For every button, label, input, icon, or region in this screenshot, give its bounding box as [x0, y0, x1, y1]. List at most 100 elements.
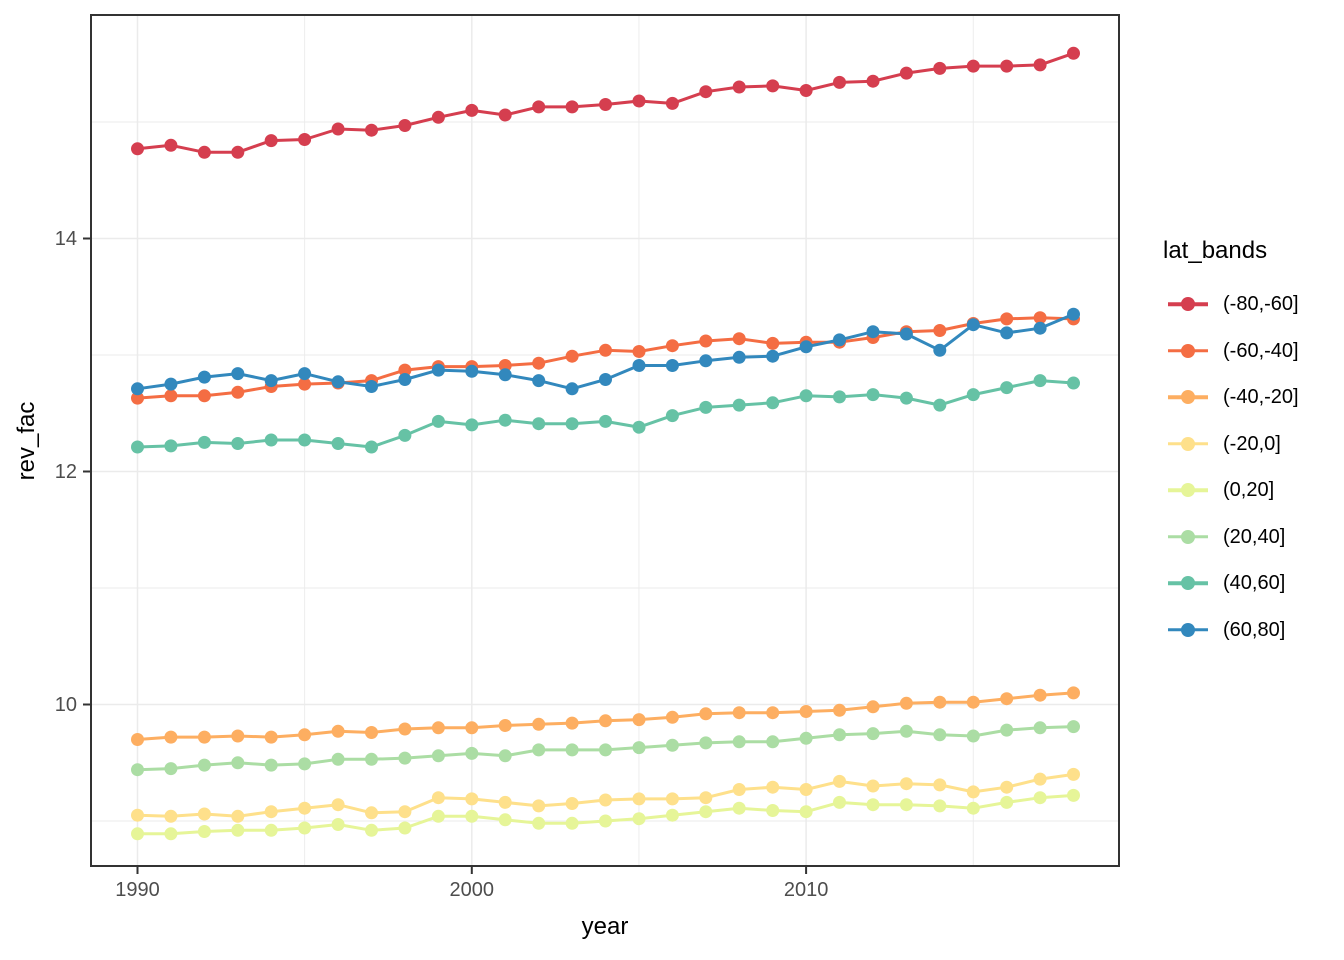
series-point [1033, 772, 1047, 786]
series-point [699, 85, 713, 99]
series-point [365, 380, 378, 393]
series-point [131, 827, 144, 841]
series-point [298, 433, 312, 447]
series-point [933, 695, 947, 709]
series-point [398, 119, 412, 132]
series-point [632, 741, 646, 755]
series-point [1033, 58, 1047, 72]
series-point [264, 758, 278, 772]
series-point [699, 736, 713, 750]
series-point [732, 80, 746, 94]
legend-row: (0,20] [1163, 467, 1299, 514]
series-point [365, 752, 378, 766]
legend-key-dot [1181, 483, 1195, 498]
legend-key-icon [1168, 529, 1208, 545]
series-point [966, 388, 980, 402]
series-point [131, 763, 144, 777]
series-point [833, 795, 846, 809]
series-point [565, 100, 579, 114]
series-point [699, 791, 713, 805]
series-point [1000, 723, 1014, 737]
series-point [431, 363, 445, 377]
series-point [766, 79, 780, 93]
series-point [632, 94, 646, 108]
legend-row: (-40,-20] [1163, 374, 1299, 421]
series-point [899, 327, 913, 341]
series-point [298, 821, 312, 835]
x-tick-label: 2010 [783, 879, 829, 901]
series-point [465, 809, 479, 823]
panel-border [90, 14, 1120, 867]
series-point [365, 440, 378, 454]
series-point [532, 717, 546, 731]
series-point [799, 389, 813, 403]
series-point [933, 398, 947, 412]
series-point [164, 439, 178, 453]
series-point [298, 133, 312, 146]
series-point [298, 377, 312, 391]
series-point [298, 801, 312, 815]
series-point [465, 792, 479, 806]
series-point [966, 59, 980, 73]
series-point [766, 804, 780, 817]
series-point [665, 738, 679, 752]
series-point [665, 710, 679, 724]
series-point [632, 792, 646, 806]
series-point [264, 134, 278, 148]
series-point [264, 805, 278, 819]
series-point [1067, 307, 1080, 321]
series-point [498, 795, 512, 809]
series-point [398, 722, 412, 736]
series-point [565, 743, 579, 757]
series-point [197, 758, 211, 772]
series-point [398, 821, 412, 835]
series-point [1000, 312, 1014, 326]
series-point [431, 749, 445, 763]
series-point [665, 792, 679, 806]
series-point [799, 731, 813, 745]
series-point [1067, 788, 1080, 802]
series-point [1067, 720, 1080, 734]
series-point [498, 749, 512, 763]
series-point [231, 756, 245, 770]
legend-key-icon [1168, 622, 1208, 638]
series-point [899, 391, 913, 405]
series-point [799, 705, 813, 718]
series-point [732, 350, 746, 364]
series-point [1033, 311, 1047, 325]
legend-key-icon [1168, 482, 1208, 498]
series-point [1000, 795, 1014, 809]
series-point [365, 123, 378, 137]
series-point [632, 420, 646, 434]
series-point [532, 374, 546, 388]
series-point [365, 806, 378, 820]
series-point [431, 721, 445, 735]
series-point [131, 142, 144, 156]
legend-key-icon [1168, 389, 1208, 405]
series-point [231, 145, 245, 159]
series-point [732, 332, 746, 346]
series-point [231, 729, 245, 743]
legend-key-dot [1181, 297, 1195, 312]
series-point [231, 385, 245, 399]
y-tick-label: 12 [54, 460, 77, 483]
series-point [599, 814, 612, 828]
series-point [131, 808, 144, 822]
series-point [197, 435, 211, 449]
series-point [1033, 374, 1047, 388]
series-point [866, 325, 880, 339]
legend-label: (20,40] [1223, 525, 1286, 548]
series-point [1067, 767, 1080, 781]
series-point [231, 437, 245, 450]
legend-key-dot [1181, 390, 1195, 405]
series-point [498, 719, 512, 732]
series-point [298, 728, 312, 742]
series-point [431, 414, 445, 428]
legend-label: (0,20] [1223, 479, 1275, 502]
series-point [766, 735, 780, 749]
series-point [766, 349, 780, 363]
series-point [665, 339, 679, 353]
legend-key-icon [1168, 575, 1208, 591]
series-point [933, 61, 947, 75]
